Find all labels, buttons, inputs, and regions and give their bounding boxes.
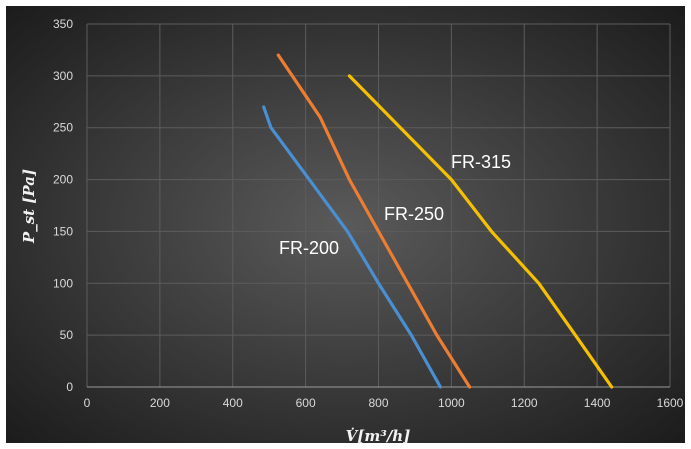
tick-labels: 0 200 400 600 800 1000 1200 1400 1600 0 50 100 150 20…: [53, 17, 684, 410]
series-label-fr-200: FR-200: [279, 238, 339, 258]
y-tick-label: 150: [53, 224, 73, 238]
x-tick-label: 400: [223, 396, 243, 410]
y-tick-label: 350: [53, 17, 73, 31]
x-tick-label: 1000: [438, 396, 465, 410]
y-axis-title: P_st [Pa]: [20, 169, 38, 244]
x-tick-label: 1600: [657, 396, 684, 410]
x-tick-label: 1200: [511, 396, 538, 410]
y-tick-label: 200: [53, 173, 73, 187]
series-label-fr-250: FR-250: [384, 204, 444, 224]
x-axis-title: V̇[m³/h]: [346, 427, 411, 445]
x-tick-label: 600: [296, 396, 316, 410]
series-line-fr-250: [276, 53, 472, 389]
series-group: [262, 53, 614, 389]
series-line-fr-315: [347, 74, 614, 389]
series-labels: FR-200 FR-250 FR-315: [279, 152, 511, 258]
series-line-fr-200: [262, 105, 442, 389]
x-tick-label: 800: [368, 396, 388, 410]
y-tick-label: 50: [60, 328, 74, 342]
y-tick-label: 300: [53, 69, 73, 83]
x-tick-label: 1400: [584, 396, 611, 410]
y-tick-label: 100: [53, 276, 73, 290]
x-tick-label: 0: [84, 396, 91, 410]
y-tick-label: 250: [53, 121, 73, 135]
y-tick-label: 0: [66, 380, 73, 394]
x-tick-label: 200: [150, 396, 170, 410]
series-label-fr-315: FR-315: [451, 152, 511, 172]
chart-background: [6, 6, 685, 443]
